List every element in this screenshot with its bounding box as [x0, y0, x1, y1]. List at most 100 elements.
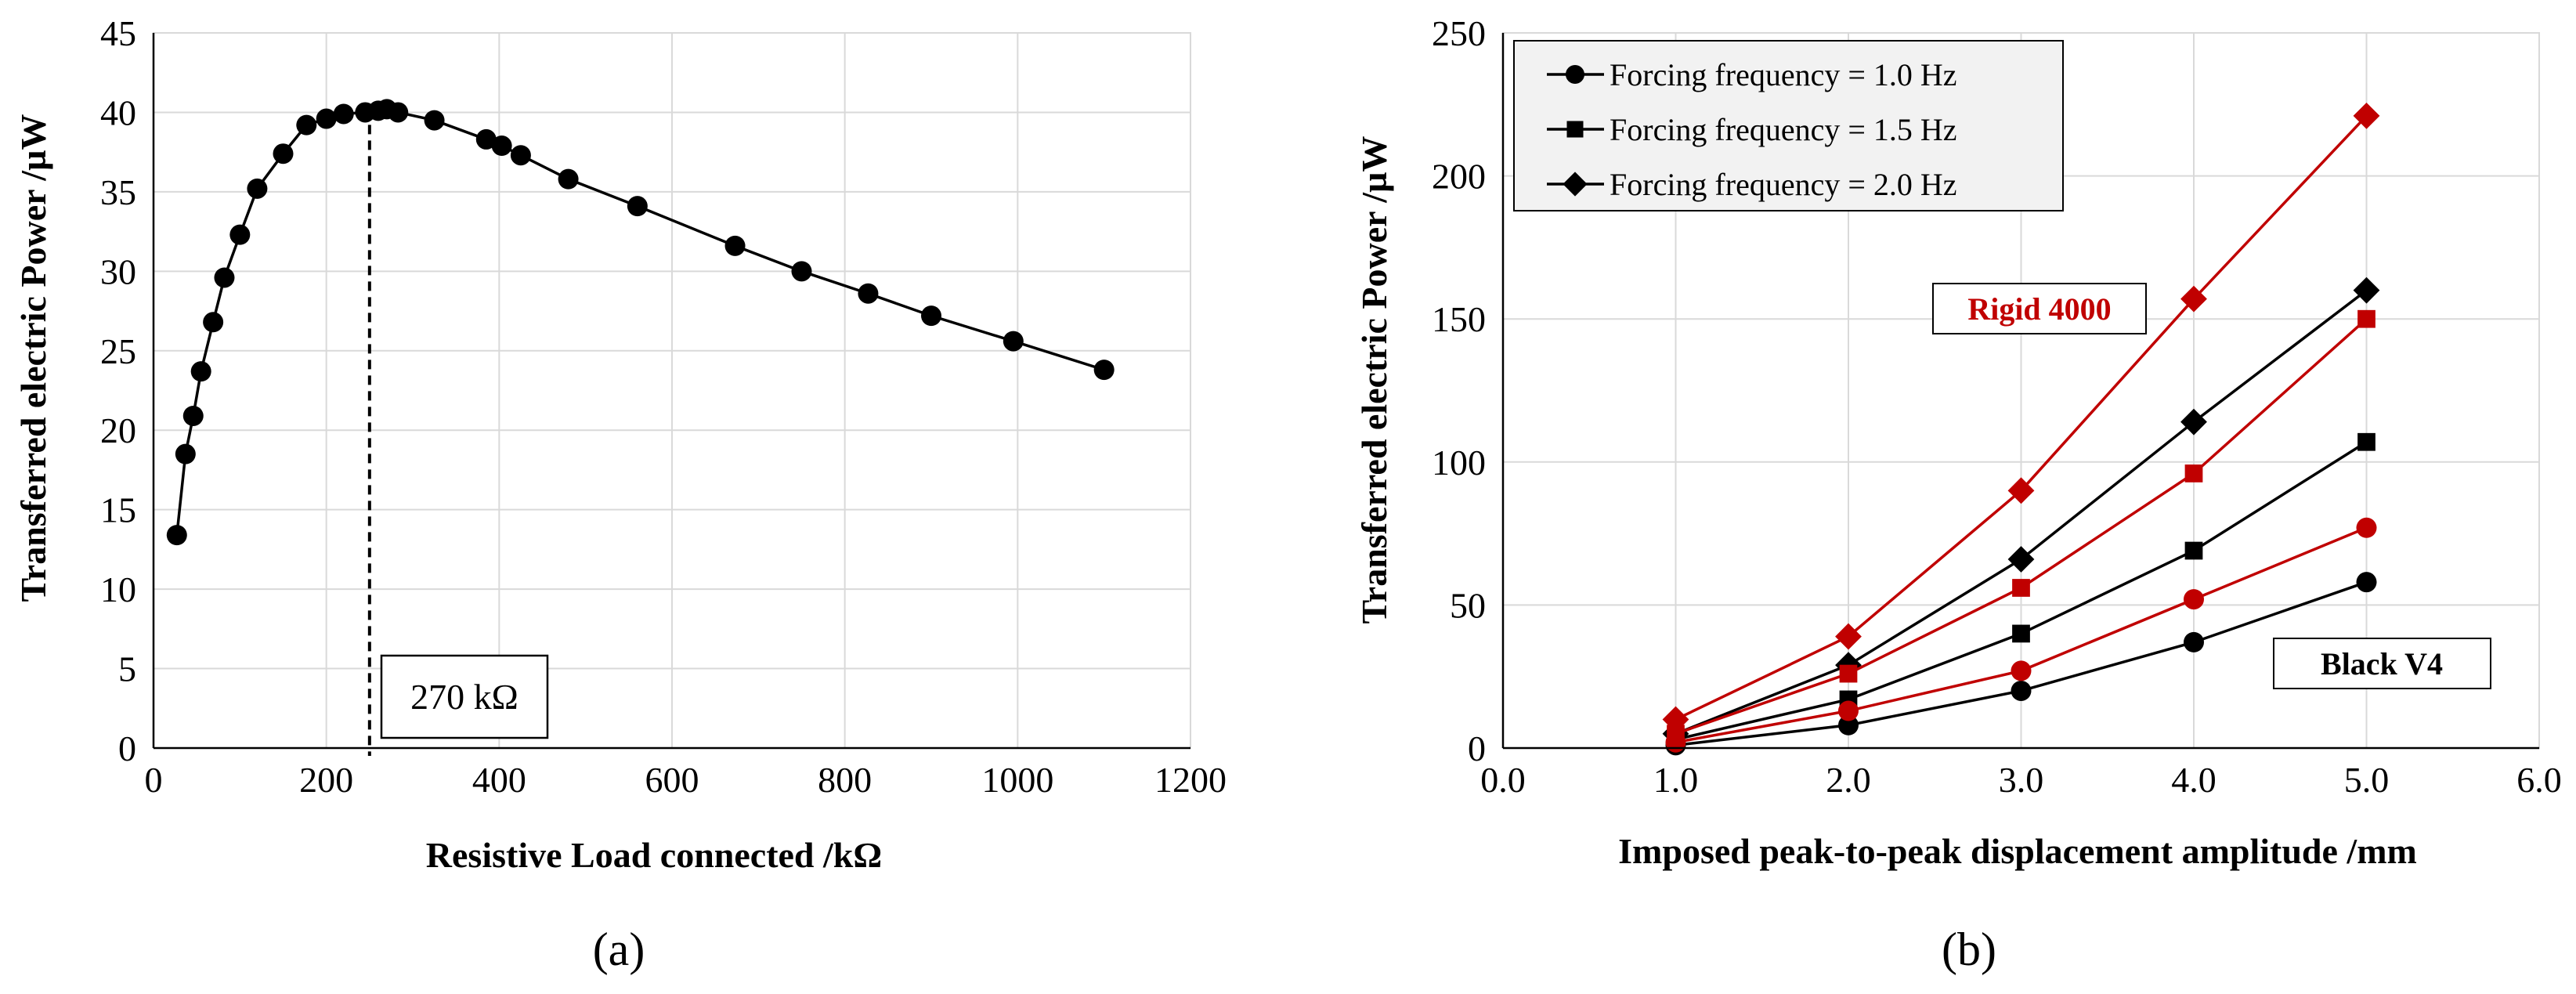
a-data-point-transferred-power	[791, 261, 812, 282]
b-data-point-rigid-4000-2-0-hz	[1835, 623, 1862, 650]
a-y-tick-label: 15	[100, 490, 136, 530]
panel-label-b: (b)	[1942, 924, 1996, 975]
b-data-point-black-v4-1-5-hz	[2012, 624, 2030, 643]
a-data-point-transferred-power	[229, 224, 251, 245]
b-legend-label: Forcing frequency = 1.5 Hz	[1610, 112, 1957, 147]
b-data-point-black-v4-1-5-hz	[2184, 541, 2203, 560]
a-x-tick-label: 800	[818, 760, 872, 800]
a-y-tick-label: 40	[100, 92, 136, 132]
b-data-point-rigid-4000-1-5-hz	[2012, 579, 2030, 597]
b-x-tick-label: 4.0	[2171, 760, 2217, 800]
b-legend: Forcing frequency = 1.0 Hz Forcing freque…	[1513, 40, 2064, 211]
a-callout-box	[380, 654, 549, 739]
b-data-point-black-v4-2-0-hz	[2353, 277, 2380, 304]
a-plot-frame	[152, 32, 1191, 750]
a-x-tick-label: 1000	[981, 760, 1053, 800]
a-data-point-transferred-power	[724, 235, 746, 256]
a-data-point-transferred-power	[166, 525, 187, 546]
b-legend-items: Forcing frequency = 1.0 Hz Forcing freque…	[1547, 57, 1957, 202]
a-y-tick-label: 5	[118, 649, 136, 689]
a-series-line-transferred-power	[175, 107, 1105, 536]
b-data-point-black-v4-1-5-hz	[2357, 432, 2375, 451]
b-y-tick-label: 50	[1450, 585, 1486, 625]
b-data-point-rigid-4000-1-0-hz	[2356, 517, 2377, 538]
b-y-tick-label: 250	[1432, 13, 1486, 53]
b-data-point-rigid-4000-1-5-hz	[1667, 725, 1685, 743]
b-data-point-rigid-4000-2-0-hz	[2180, 285, 2207, 313]
chart-b: 0.0 1.0 2.0 3.0 4.0 5.0 6.0 0 50 100 150 200 250 For…	[1354, 13, 2562, 975]
b-x-tick-label: 5.0	[2344, 760, 2390, 800]
b-data-point-rigid-4000-2-0-hz	[2007, 477, 2035, 504]
a-data-point-transferred-power	[273, 143, 294, 164]
panel-label-a: (a)	[593, 924, 645, 975]
a-data-point-transferred-power	[1003, 331, 1024, 352]
b-data-point-rigid-4000-1-0-hz	[1838, 700, 1859, 721]
a-y-tick-label: 30	[100, 251, 136, 291]
a-data-point-transferred-power	[182, 405, 204, 426]
a-data-point-transferred-power	[203, 312, 224, 333]
b-legend-label: Forcing frequency = 2.0 Hz	[1610, 167, 1957, 202]
b-legend-marker-circle	[1566, 65, 1584, 84]
a-y-tick-label: 20	[100, 410, 136, 450]
chart-a: 0 200 400 600 800 1000 1200051015202530354045 …	[13, 13, 1227, 975]
black-v4-label-text: Black V4	[2321, 646, 2443, 681]
a-data-point-transferred-power	[858, 283, 879, 304]
a-data-point-transferred-power	[296, 114, 317, 136]
b-data-point-rigid-4000-1-5-hz	[2184, 464, 2203, 483]
b-tick-labels: 0.0 1.0 2.0 3.0 4.0 5.0 6.0 0 50 100 150 200 250	[1432, 13, 2562, 800]
b-legend-marker-diamond	[1563, 172, 1588, 197]
b-data-point-rigid-4000-1-0-hz	[2011, 660, 2032, 681]
a-tick-labels: 0 200 400 600 800 1000 1200 0 5 10 15 20 25 30 35 40 45	[100, 13, 1227, 800]
a-series	[166, 99, 1115, 546]
a-x-tick-label: 0	[145, 760, 163, 800]
a-y-tick-label: 35	[100, 172, 136, 212]
b-legend-box	[1513, 40, 2064, 211]
black-v4-label: Black V4	[2273, 638, 2491, 689]
black-v4-label-box	[2273, 638, 2491, 689]
a-x-tick-label: 400	[472, 760, 526, 800]
b-data-point-rigid-4000-1-0-hz	[2184, 589, 2204, 610]
a-y-axis-title: Transferred electric Power /µW	[13, 114, 53, 602]
b-x-tick-label: 1.0	[1653, 760, 1699, 800]
rigid-4000-label-box	[1932, 283, 2147, 334]
a-data-point-transferred-power	[388, 102, 409, 123]
a-data-point-transferred-power	[491, 136, 512, 157]
a-data-point-transferred-power	[175, 443, 196, 464]
b-x-tick-label: 0.0	[1480, 760, 1526, 800]
b-data-point-black-v4-1-0-hz	[2011, 680, 2032, 701]
b-legend-label: Forcing frequency = 1.0 Hz	[1610, 57, 1957, 92]
a-data-point-transferred-power	[1093, 360, 1115, 381]
b-data-point-black-v4-1-0-hz	[2356, 572, 2377, 593]
a-y-tick-label: 45	[100, 13, 136, 53]
b-data-point-rigid-4000-2-0-hz	[1662, 706, 1689, 733]
b-data-point-rigid-4000-2-0-hz	[2353, 103, 2380, 129]
a-data-point-transferred-power	[316, 108, 337, 129]
b-y-axis-title: Transferred electric Power /µW	[1354, 136, 1394, 624]
b-data-point-black-v4-1-0-hz	[1838, 714, 1859, 736]
a-data-point-transferred-power	[424, 110, 445, 131]
b-series	[1662, 103, 2380, 756]
a-y-tick-label: 10	[100, 569, 136, 609]
a-callout-label: 270 kΩ	[410, 677, 518, 717]
b-plot-frame	[1501, 32, 2540, 750]
a-x-tick-label: 600	[645, 760, 699, 800]
b-data-point-black-v4-2-0-hz	[2180, 408, 2207, 436]
a-data-point-transferred-power	[558, 168, 579, 190]
b-x-axis-title: Imposed peak-to-peak displacement amplit…	[1618, 831, 2417, 871]
a-y-tick-label: 25	[100, 331, 136, 371]
b-data-point-black-v4-1-0-hz	[2184, 631, 2204, 652]
b-data-point-rigid-4000-1-5-hz	[2357, 309, 2375, 328]
a-data-point-transferred-power	[627, 196, 648, 217]
a-data-point-transferred-power	[475, 128, 497, 150]
a-data-point-transferred-power	[921, 305, 941, 327]
b-data-point-rigid-4000-1-5-hz	[1839, 664, 1858, 683]
a-x-tick-label: 200	[299, 760, 353, 800]
b-y-tick-label: 150	[1432, 299, 1486, 339]
b-x-tick-label: 6.0	[2516, 760, 2562, 800]
b-y-tick-label: 0	[1468, 728, 1486, 768]
rigid-4000-label: Rigid 4000	[1932, 283, 2147, 334]
b-legend-marker-square	[1566, 121, 1584, 138]
b-x-tick-label: 3.0	[1999, 760, 2044, 800]
a-y-tick-label: 0	[118, 728, 136, 768]
